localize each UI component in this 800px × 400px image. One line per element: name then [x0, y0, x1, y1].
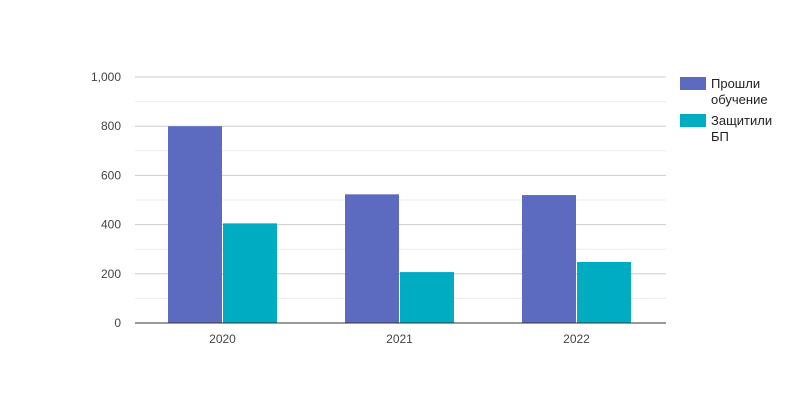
y-tick-label: 200: [101, 267, 121, 281]
legend-item[interactable]: Защитили БП: [680, 113, 772, 144]
y-tick-label: 600: [101, 168, 121, 182]
bar-2021-series-1[interactable]: [345, 194, 399, 323]
bars: [168, 126, 631, 323]
x-tick-label: 2021: [386, 332, 413, 346]
y-tick-label: 800: [101, 119, 121, 133]
y-tick-label: 1,000: [91, 70, 121, 84]
y-tick-label: 0: [114, 316, 121, 330]
legend-item[interactable]: Прошли обучение: [680, 76, 768, 107]
legend-swatch: [680, 77, 706, 90]
y-axis-ticks: 0 200 400 600 800 1,000: [91, 70, 121, 330]
x-tick-label: 2022: [563, 332, 590, 346]
legend-swatch: [680, 114, 706, 127]
x-tick-label: 2020: [209, 332, 236, 346]
y-tick-label: 400: [101, 218, 121, 232]
legend-label: Защитили БП: [711, 113, 772, 144]
bar-2022-series-2[interactable]: [577, 261, 631, 323]
x-axis-ticks: 2020 2021 2022: [209, 332, 590, 346]
bar-2020-series-1[interactable]: [168, 126, 222, 323]
bar-2021-series-2[interactable]: [400, 272, 454, 323]
legend-label: Прошли обучение: [711, 76, 768, 107]
bar-2020-series-2[interactable]: [223, 223, 277, 323]
legend: Прошли обучение Защитили БП: [680, 76, 772, 144]
bar-2022-series-1[interactable]: [522, 195, 576, 323]
